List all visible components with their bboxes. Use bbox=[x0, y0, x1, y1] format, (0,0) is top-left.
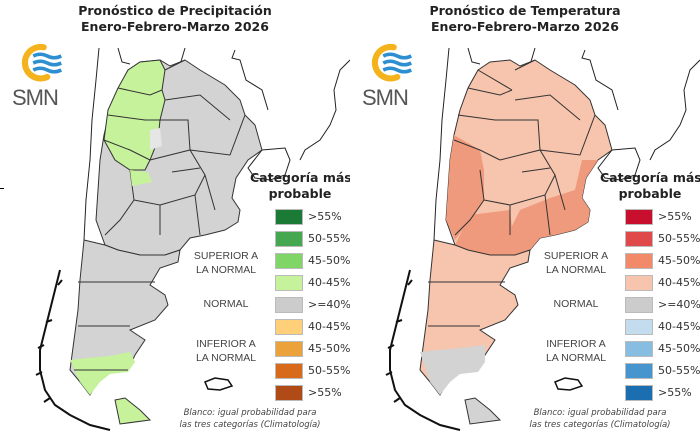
legend-label: >55% bbox=[658, 386, 692, 399]
legend-swatch bbox=[275, 231, 303, 247]
legend-label: 50-55% bbox=[658, 364, 700, 377]
legend-swatch bbox=[275, 253, 303, 269]
precipitation-map bbox=[35, 47, 350, 431]
group-superior-line-1: SUPERIOR A bbox=[543, 250, 609, 262]
group-superior-line-1: SUPERIOR A bbox=[193, 250, 259, 262]
legend-label: 45-50% bbox=[658, 254, 700, 267]
legend-swatch bbox=[275, 209, 303, 225]
legend-swatch bbox=[275, 275, 303, 291]
legend-label: 50-55% bbox=[308, 232, 350, 245]
uruguay-outline bbox=[247, 147, 291, 181]
legend-swatch bbox=[275, 341, 303, 357]
bolivia-border-line bbox=[467, 47, 481, 65]
temperature-title-line-2: Enero-Febrero-Marzo 2026 bbox=[431, 19, 619, 34]
legend-swatch bbox=[275, 385, 303, 401]
legend-label: 50-55% bbox=[308, 364, 350, 377]
smn-logo-text: SMN bbox=[12, 85, 59, 110]
south-normal-patch bbox=[420, 345, 485, 395]
group-inferior-line-1: INFERIOR A bbox=[546, 338, 606, 350]
legend-swatch bbox=[625, 319, 653, 335]
tierra-del-fuego bbox=[464, 397, 502, 425]
legend-swatch bbox=[625, 209, 653, 225]
legend-swatch bbox=[625, 363, 653, 379]
province-lines-north bbox=[453, 59, 596, 236]
argentina-south-region bbox=[69, 239, 181, 396]
legend-swatch bbox=[625, 341, 653, 357]
legend-swatch bbox=[275, 363, 303, 379]
smn-logo-icon bbox=[371, 43, 413, 82]
legend-label: >55% bbox=[308, 210, 342, 223]
brazil-coast-line bbox=[299, 59, 350, 161]
precipitation-title-line-2: Enero-Febrero-Marzo 2026 bbox=[81, 19, 269, 34]
province-lines-north bbox=[103, 59, 246, 236]
group-superior-line-2: LA NORMAL bbox=[545, 264, 607, 276]
group-superior-line-2: LA NORMAL bbox=[195, 264, 257, 276]
note-line-2: las tres categorías (Climatología) bbox=[529, 420, 671, 430]
malvinas-islands bbox=[204, 377, 234, 391]
precipitation-title-line-1: Pronóstico de Precipitación bbox=[78, 3, 272, 18]
note-line-1: Blanco: igual probabilidad para bbox=[533, 408, 667, 418]
chile-coastline bbox=[385, 269, 461, 431]
temperature-title-line-1: Pronóstico de Temperatura bbox=[429, 3, 621, 18]
province-lines-south bbox=[74, 281, 155, 371]
legend-swatch bbox=[625, 275, 653, 291]
green-south-patch bbox=[70, 352, 135, 395]
legend-label: 40-45% bbox=[308, 320, 350, 333]
light-patch bbox=[150, 128, 162, 150]
legend-title-line-2: probable bbox=[618, 186, 682, 201]
map-edge-tick bbox=[0, 188, 4, 189]
uruguay-outline bbox=[597, 147, 641, 181]
chile-coastline bbox=[35, 269, 111, 431]
group-normal: NORMAL bbox=[553, 298, 599, 310]
chile-border-line bbox=[83, 47, 100, 241]
legend-label: 40-45% bbox=[308, 276, 350, 289]
legend-swatch bbox=[625, 253, 653, 269]
legend-swatch bbox=[625, 385, 653, 401]
legend-swatch bbox=[275, 319, 303, 335]
legend-label: 50-55% bbox=[658, 232, 700, 245]
group-inferior-line-1: INFERIOR A bbox=[196, 338, 256, 350]
west-above-normal-45 bbox=[446, 135, 484, 240]
legend-label: 45-50% bbox=[308, 342, 350, 355]
temperature-panel: Pronóstico de Temperatura Enero-Febrero-… bbox=[350, 0, 700, 434]
malvinas-islands bbox=[554, 377, 584, 391]
legend-swatch bbox=[275, 297, 303, 313]
group-normal: NORMAL bbox=[203, 298, 249, 310]
legend-label: 45-50% bbox=[658, 342, 700, 355]
smn-logo-text: SMN bbox=[362, 85, 409, 110]
legend-label: >55% bbox=[658, 210, 692, 223]
note-line-1: Blanco: igual probabilidad para bbox=[183, 408, 317, 418]
east-above-normal-45 bbox=[510, 160, 598, 255]
legend-label: >=40% bbox=[308, 298, 350, 311]
nw-provinces-above-normal bbox=[103, 59, 166, 171]
tierra-del-fuego bbox=[114, 397, 152, 425]
legend-title-line-1: Categoría más bbox=[600, 170, 700, 185]
legend-label: 45-50% bbox=[308, 254, 350, 267]
legend-title-line-1: Categoría más bbox=[250, 170, 350, 185]
legend-label: 40-45% bbox=[658, 276, 700, 289]
legend-swatch bbox=[625, 297, 653, 313]
legend-title-line-2: probable bbox=[268, 186, 332, 201]
legend-label: 40-45% bbox=[658, 320, 700, 333]
bolivia-border-line bbox=[117, 47, 131, 65]
legend-swatch bbox=[625, 231, 653, 247]
legend-label: >55% bbox=[308, 386, 342, 399]
center-above-normal-45 bbox=[455, 210, 515, 255]
province-lines-south bbox=[428, 281, 505, 327]
group-inferior-line-2: LA NORMAL bbox=[195, 352, 257, 364]
note-line-2: las tres categorías (Climatología) bbox=[179, 420, 321, 430]
group-inferior-line-2: LA NORMAL bbox=[545, 352, 607, 364]
precipitation-panel: Pronóstico de Precipitación Enero-Febrer… bbox=[0, 3, 350, 431]
legend-label: >=40% bbox=[658, 298, 700, 311]
temperature-map bbox=[385, 47, 700, 431]
chile-border-line bbox=[433, 47, 450, 241]
brazil-coast-line bbox=[649, 59, 700, 161]
smn-logo-icon bbox=[21, 43, 63, 82]
green-patch-cordoba bbox=[130, 170, 152, 186]
